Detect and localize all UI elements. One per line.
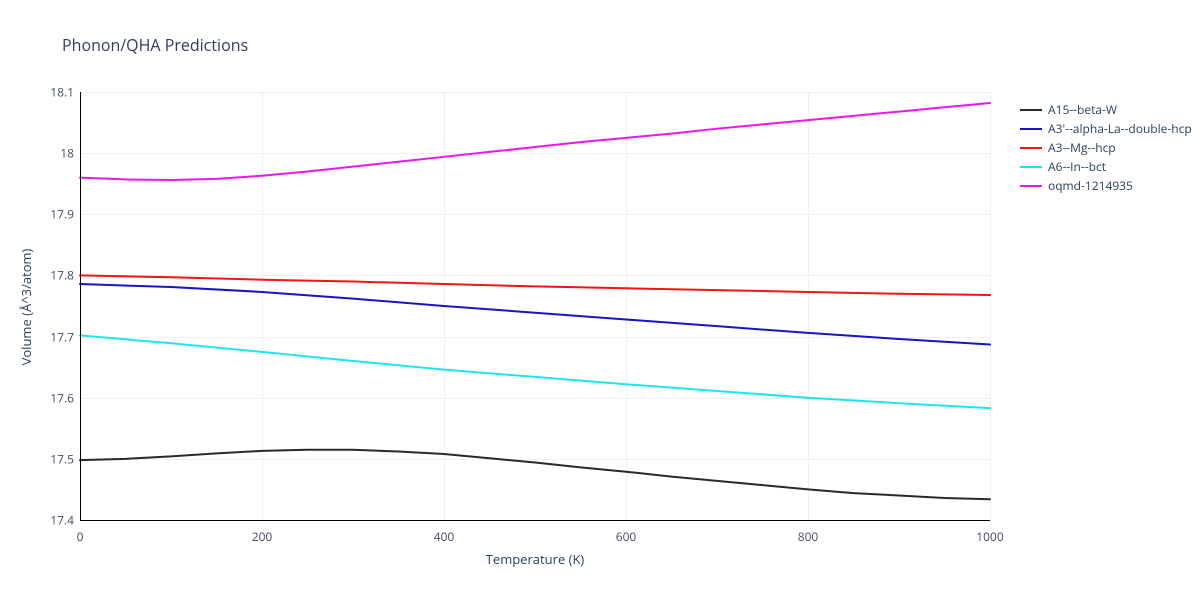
gridline-x (808, 92, 809, 520)
legend-item[interactable]: A3--Mg--hcp (1020, 138, 1192, 157)
series-line[interactable] (80, 450, 990, 500)
xtick-label: 600 (616, 528, 637, 545)
y-axis-label: Volume (Å^3/atom) (17, 207, 35, 407)
legend-label: A15--beta-W (1048, 101, 1117, 118)
legend-item[interactable]: A6--In--bct (1020, 157, 1192, 176)
ytick-label: 17.7 (42, 328, 74, 345)
series-line[interactable] (80, 103, 990, 180)
legend-swatch (1020, 147, 1042, 149)
gridline-y (80, 459, 990, 460)
y-axis-line (80, 92, 81, 520)
gridline-x (262, 92, 263, 520)
legend-item[interactable]: oqmd-1214935 (1020, 176, 1192, 195)
legend-item[interactable]: A3'--alpha-La--double-hcp (1020, 119, 1192, 138)
gridline-y (80, 214, 990, 215)
legend-label: A3--Mg--hcp (1048, 139, 1116, 156)
ytick-label: 17.4 (42, 512, 74, 529)
series-line[interactable] (80, 275, 990, 295)
xtick-label: 200 (252, 528, 273, 545)
gridline-y (80, 92, 990, 93)
legend-swatch (1020, 166, 1042, 168)
gridline-x (626, 92, 627, 520)
legend: A15--beta-W A3'--alpha-La--double-hcp A3--… (1020, 100, 1192, 195)
legend-label: A3'--alpha-La--double-hcp (1048, 120, 1192, 137)
xtick-label: 400 (434, 528, 455, 545)
xtick-label: 1000 (976, 528, 1003, 545)
legend-swatch (1020, 128, 1042, 130)
legend-swatch (1020, 109, 1042, 111)
ytick-label: 18.1 (42, 84, 74, 101)
gridline-x (990, 92, 991, 520)
gridline-y (80, 153, 990, 154)
chart-title: Phonon/QHA Predictions (62, 34, 248, 56)
chart-container: Phonon/QHA Predictions 0 200 400 600 800 1000… (0, 0, 1200, 600)
xtick-label: 800 (798, 528, 819, 545)
legend-swatch (1020, 185, 1042, 187)
ytick-label: 17.6 (42, 389, 74, 406)
gridline-y (80, 337, 990, 338)
xtick-label: 0 (77, 528, 84, 545)
ytick-label: 17.9 (42, 206, 74, 223)
ytick-label: 17.8 (42, 267, 74, 284)
gridline-y (80, 275, 990, 276)
plot-area[interactable] (80, 92, 990, 520)
x-axis-line (80, 520, 990, 521)
legend-label: oqmd-1214935 (1048, 177, 1133, 194)
gridline-x (444, 92, 445, 520)
series-line[interactable] (80, 284, 990, 345)
x-axis-label: Temperature (K) (455, 550, 615, 568)
legend-label: A6--In--bct (1048, 158, 1106, 175)
legend-item[interactable]: A15--beta-W (1020, 100, 1192, 119)
gridline-y (80, 398, 990, 399)
ytick-label: 17.5 (42, 450, 74, 467)
chart-lines (80, 92, 990, 520)
ytick-label: 18 (42, 145, 74, 162)
